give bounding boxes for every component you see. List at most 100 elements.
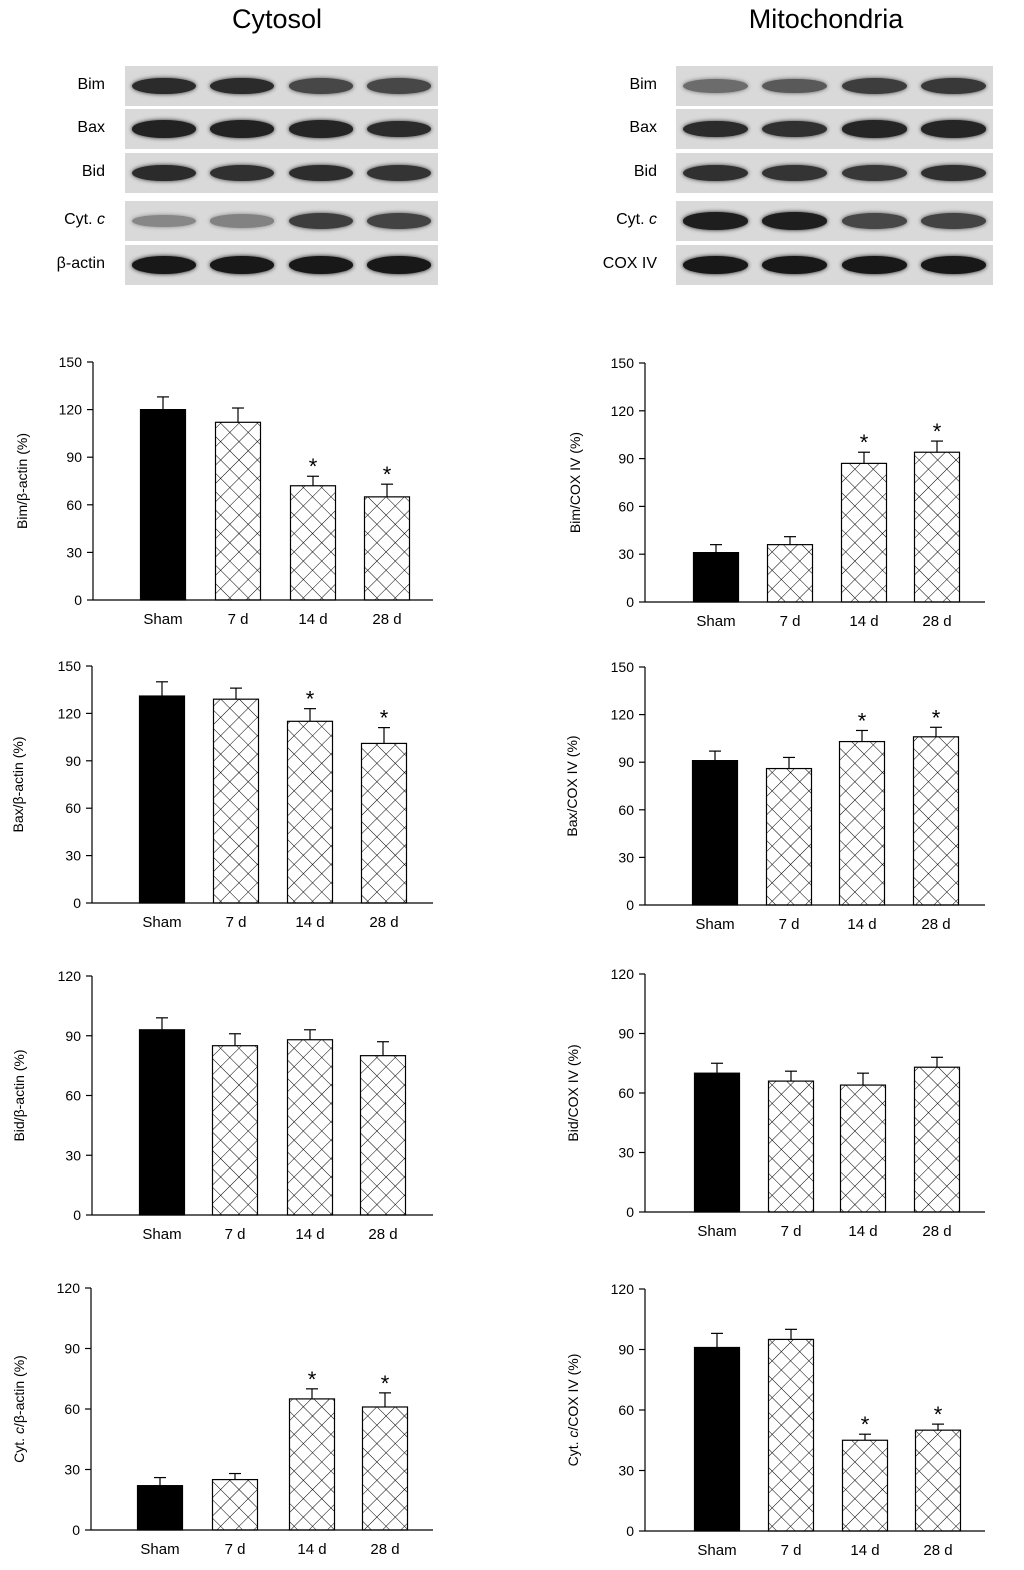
mitochondria-band-bax-lane-2 [762,120,828,138]
cyto-bim-significance-marker: * [309,454,318,479]
cyto-bid-y-tick-label: 0 [73,1207,81,1223]
cyto-bid-bar-7-d [211,1045,259,1216]
mito-cytc-x-tick-label: 14 d [850,1542,879,1559]
cyto-bax-y-axis-label: Bax/β-actin (%) [10,737,26,833]
chart-cyto-bax: 0 30 60 90 120 150 Bax/β-actin (%) Sham 7 d * 14 d… [10,658,433,931]
cyto-bax-x-tick-label: 7 d [226,914,247,931]
cyto-bax-y-tick-label: 0 [73,895,81,911]
cytosol-blot-strip-actin [125,245,438,285]
mito-bim-y-tick-label: 120 [611,403,635,419]
cyto-cytc-significance-marker: * [308,1367,317,1392]
chart-mito-cytc: 0 30 60 90 120 Cyt. c/COX IV (%) Sham 7 d * 14 d *… [565,1281,985,1559]
mito-bim-y-axis-label: Bim/COX IV (%) [567,432,583,533]
cytosol-blot-label-bax: Bax [77,119,105,136]
mitochondria-band-bim-lane-2 [762,78,828,94]
mito-bim-significance-marker: * [933,419,942,444]
mitochondria-band-cox-iv-lane-3 [841,256,907,274]
cytosol-band-bid-lane-3 [288,164,353,182]
mitochondria-blot-label-bid: Bid [633,163,657,180]
cytosol-band-bim-lane-2 [210,77,275,95]
mito-bim-significance-marker: * [860,430,869,455]
cyto-bim-bar-sham [139,409,187,601]
cyto-bax-x-tick-label: 28 d [369,914,398,931]
cyto-bid-y-tick-label: 90 [65,1028,81,1044]
mito-cytc-bar-7-d [767,1338,815,1532]
mitochondria-title: Mitochondria [748,4,904,34]
cyto-bim-x-tick-label: 7 d [228,611,249,628]
chart-mito-bid: 0 30 60 90 120 Bid/COX IV (%) Sham 7 d 14 d 28 d [565,966,985,1240]
cyto-cytc-y-tick-label: 0 [72,1522,80,1538]
mitochondria-blot-strip-bid [676,153,993,193]
cytosol-band-cyt-c-lane-4 [366,213,431,229]
mito-bid-y-tick-label: 0 [626,1204,634,1220]
mitochondria-band-bid-lane-4 [920,164,986,182]
mito-bim-x-tick-label: 14 d [849,613,878,630]
chart-mito-bim: 0 30 60 90 120 150 Bim/COX IV (%) Sham 7 d * 14 d *… [567,355,985,630]
mito-bax-y-tick-label: 0 [626,897,634,913]
mito-cytc-y-tick-label: 60 [618,1402,634,1418]
mito-bax-x-tick-label: 28 d [921,916,950,933]
cyto-bid-x-tick-label: 7 d [225,1226,246,1243]
cyto-cytc-x-tick-label: 7 d [225,1541,246,1558]
mito-bid-y-axis-label: Bid/COX IV (%) [565,1044,581,1141]
cytosol-band-bim-lane-3 [288,78,353,94]
mito-bid-x-tick-label: 7 d [781,1223,802,1240]
cytosol-band-actin-lane-4 [366,256,431,274]
mito-bid-bar-7-d [767,1080,815,1213]
cyto-bim-y-tick-label: 30 [66,544,82,560]
chart-cyto-cytc: 0 30 60 90 120 Cyt. c/β-actin (%) Sham 7 d * 14 d… [11,1280,433,1558]
cyto-cytc-y-tick-label: 60 [64,1401,80,1417]
mitochondria-band-bim-lane-3 [841,78,907,94]
cyto-bim-y-tick-label: 150 [59,354,83,370]
cytosol-band-cyt-c-lane-1 [132,214,197,228]
cyto-bim-y-tick-label: 120 [59,402,83,418]
mito-bim-y-tick-label: 60 [618,498,634,514]
mito-bax-x-tick-label: 14 d [847,916,876,933]
cytosol-band-actin-lane-1 [132,256,197,274]
mitochondria-blot-strip-cyt-c [676,201,993,241]
cyto-bim-x-tick-label: 28 d [372,611,401,628]
cyto-bid-x-tick-label: 28 d [368,1226,397,1243]
mito-bax-x-tick-label: Sham [695,916,734,933]
mito-bim-y-tick-label: 150 [611,355,635,371]
cyto-cytc-y-axis-label: Cyt. c/β-actin (%) [11,1355,27,1463]
cyto-cytc-y-tick-label: 120 [57,1280,81,1296]
cyto-bim-y-tick-label: 90 [66,449,82,465]
mito-cytc-y-tick-label: 90 [618,1342,634,1358]
mito-cytc-bar-14-d [841,1439,889,1532]
mito-bax-bar-sham [691,760,739,906]
mitochondria-band-cox-iv-lane-2 [762,256,828,274]
cytosol-blot-label-cyt-c: Cyt. c [64,211,105,228]
cyto-bax-x-tick-label: Sham [142,914,181,931]
mito-cytc-x-tick-label: Sham [697,1542,736,1559]
cyto-bax-bar-7-d [212,698,260,904]
mito-bax-significance-marker: * [932,705,941,730]
mitochondria-band-bax-lane-1 [683,120,749,138]
cytosol-blot-strip-bim [125,66,438,106]
mito-bax-y-tick-label: 90 [618,754,634,770]
cyto-bax-y-tick-label: 90 [65,753,81,769]
mito-bim-bar-28-d [913,451,961,603]
mitochondria-blot-strip-cox-iv [676,245,993,285]
mito-cytc-x-tick-label: 7 d [781,1542,802,1559]
mito-bax-y-axis-label: Bax/COX IV (%) [564,735,580,836]
mitochondria-blot-label-cox-iv: COX IV [602,255,657,272]
mitochondria-blot-label-bim: Bim [629,76,657,93]
cyto-bax-y-tick-label: 120 [58,705,82,721]
mitochondria-band-cox-iv-lane-4 [920,256,986,274]
cyto-bid-bar-28-d [359,1055,407,1216]
mitochondria-band-cyt-c-lane-1 [683,212,749,230]
cyto-bid-y-tick-label: 60 [65,1088,81,1104]
mitochondria-band-bid-lane-1 [683,164,749,182]
mito-cytc-y-tick-label: 30 [618,1463,634,1479]
cytosol-band-actin-lane-3 [288,256,353,274]
mito-bax-bar-7-d [765,767,813,906]
cyto-bax-y-tick-label: 60 [65,800,81,816]
cytosol-band-bax-lane-4 [366,120,431,138]
cyto-bim-significance-marker: * [383,462,392,487]
cytosol-band-cyt-c-lane-3 [288,213,353,229]
mitochondria-band-bim-lane-1 [683,79,749,93]
mito-cytc-bar-28-d [914,1429,962,1532]
mitochondria-band-cyt-c-lane-2 [762,212,828,230]
cyto-bax-y-tick-label: 30 [65,848,81,864]
